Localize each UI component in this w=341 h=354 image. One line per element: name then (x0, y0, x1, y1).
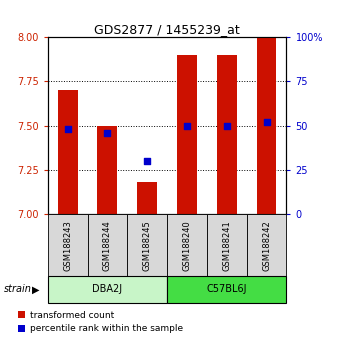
Bar (48, 214, 88, 276)
Bar (217, 55, 237, 214)
Text: GSM188241: GSM188241 (222, 220, 231, 270)
Point (264, 119, 269, 125)
Bar (98, 126, 117, 214)
Bar (127, 214, 167, 276)
Point (224, 123, 229, 129)
Bar (48, 276, 167, 303)
Text: ▶: ▶ (32, 284, 40, 295)
Bar (137, 182, 157, 214)
Text: GSM188244: GSM188244 (103, 220, 112, 270)
Point (145, 158, 150, 164)
Bar (247, 214, 286, 276)
Text: C57BL6J: C57BL6J (207, 284, 247, 295)
Title: GDS2877 / 1455239_at: GDS2877 / 1455239_at (94, 23, 240, 36)
Text: GSM188240: GSM188240 (182, 220, 192, 270)
Legend: transformed count, percentile rank within the sample: transformed count, percentile rank withi… (18, 311, 183, 333)
Text: GSM188242: GSM188242 (262, 220, 271, 270)
Point (65, 126, 70, 132)
Text: GSM188245: GSM188245 (143, 220, 152, 270)
Bar (207, 214, 247, 276)
Text: GSM188243: GSM188243 (63, 220, 72, 270)
Bar (58, 90, 77, 214)
Bar (167, 276, 286, 303)
Bar (88, 214, 127, 276)
Bar (256, 37, 277, 214)
Point (184, 123, 190, 129)
Bar (167, 214, 207, 276)
Text: DBA2J: DBA2J (92, 284, 122, 295)
Point (105, 130, 110, 136)
Text: strain: strain (3, 284, 31, 295)
Bar (177, 55, 197, 214)
